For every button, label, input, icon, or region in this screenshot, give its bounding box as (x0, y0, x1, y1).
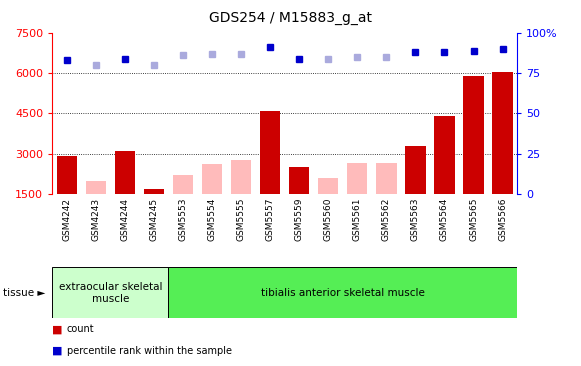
Bar (464, 76, 483, 194)
Bar (347, 163, 368, 194)
Text: extraocular skeletal
muscle: extraocular skeletal muscle (59, 282, 162, 304)
Bar (115, 151, 135, 194)
Text: count: count (67, 324, 95, 335)
Text: GSM5561: GSM5561 (353, 198, 362, 241)
Bar (376, 163, 396, 194)
Text: GSM5564: GSM5564 (440, 198, 449, 241)
Text: tissue ►: tissue ► (3, 288, 45, 298)
Text: GSM5562: GSM5562 (382, 198, 391, 241)
Bar (231, 160, 252, 194)
Text: GDS254 / M15883_g_at: GDS254 / M15883_g_at (209, 11, 372, 25)
Bar (493, 72, 513, 194)
Text: ■: ■ (52, 324, 63, 335)
Text: GSM5554: GSM5554 (207, 198, 217, 241)
Bar (56, 156, 77, 194)
Text: GSM5553: GSM5553 (178, 198, 188, 241)
Bar (86, 180, 106, 194)
Bar (435, 116, 454, 194)
Bar (406, 146, 425, 194)
Text: tibialis anterior skeletal muscle: tibialis anterior skeletal muscle (261, 288, 425, 298)
Text: ■: ■ (52, 346, 63, 356)
Bar (289, 167, 309, 194)
Text: percentile rank within the sample: percentile rank within the sample (67, 346, 232, 356)
Bar (52, 267, 168, 318)
Bar (168, 267, 517, 318)
Text: GSM5566: GSM5566 (498, 198, 507, 241)
Text: GSM5563: GSM5563 (411, 198, 420, 241)
Text: GSM5555: GSM5555 (236, 198, 246, 241)
Text: GSM4243: GSM4243 (91, 198, 101, 241)
Text: GSM5560: GSM5560 (324, 198, 333, 241)
Bar (144, 188, 164, 194)
Text: GSM5557: GSM5557 (266, 198, 275, 241)
Bar (318, 178, 338, 194)
Text: GSM4242: GSM4242 (62, 198, 71, 240)
Text: GSM5565: GSM5565 (469, 198, 478, 241)
Bar (260, 111, 280, 194)
Text: GSM4245: GSM4245 (149, 198, 159, 241)
Bar (202, 164, 223, 194)
Text: GSM4244: GSM4244 (120, 198, 130, 240)
Bar (173, 175, 193, 194)
Text: GSM5559: GSM5559 (295, 198, 304, 241)
